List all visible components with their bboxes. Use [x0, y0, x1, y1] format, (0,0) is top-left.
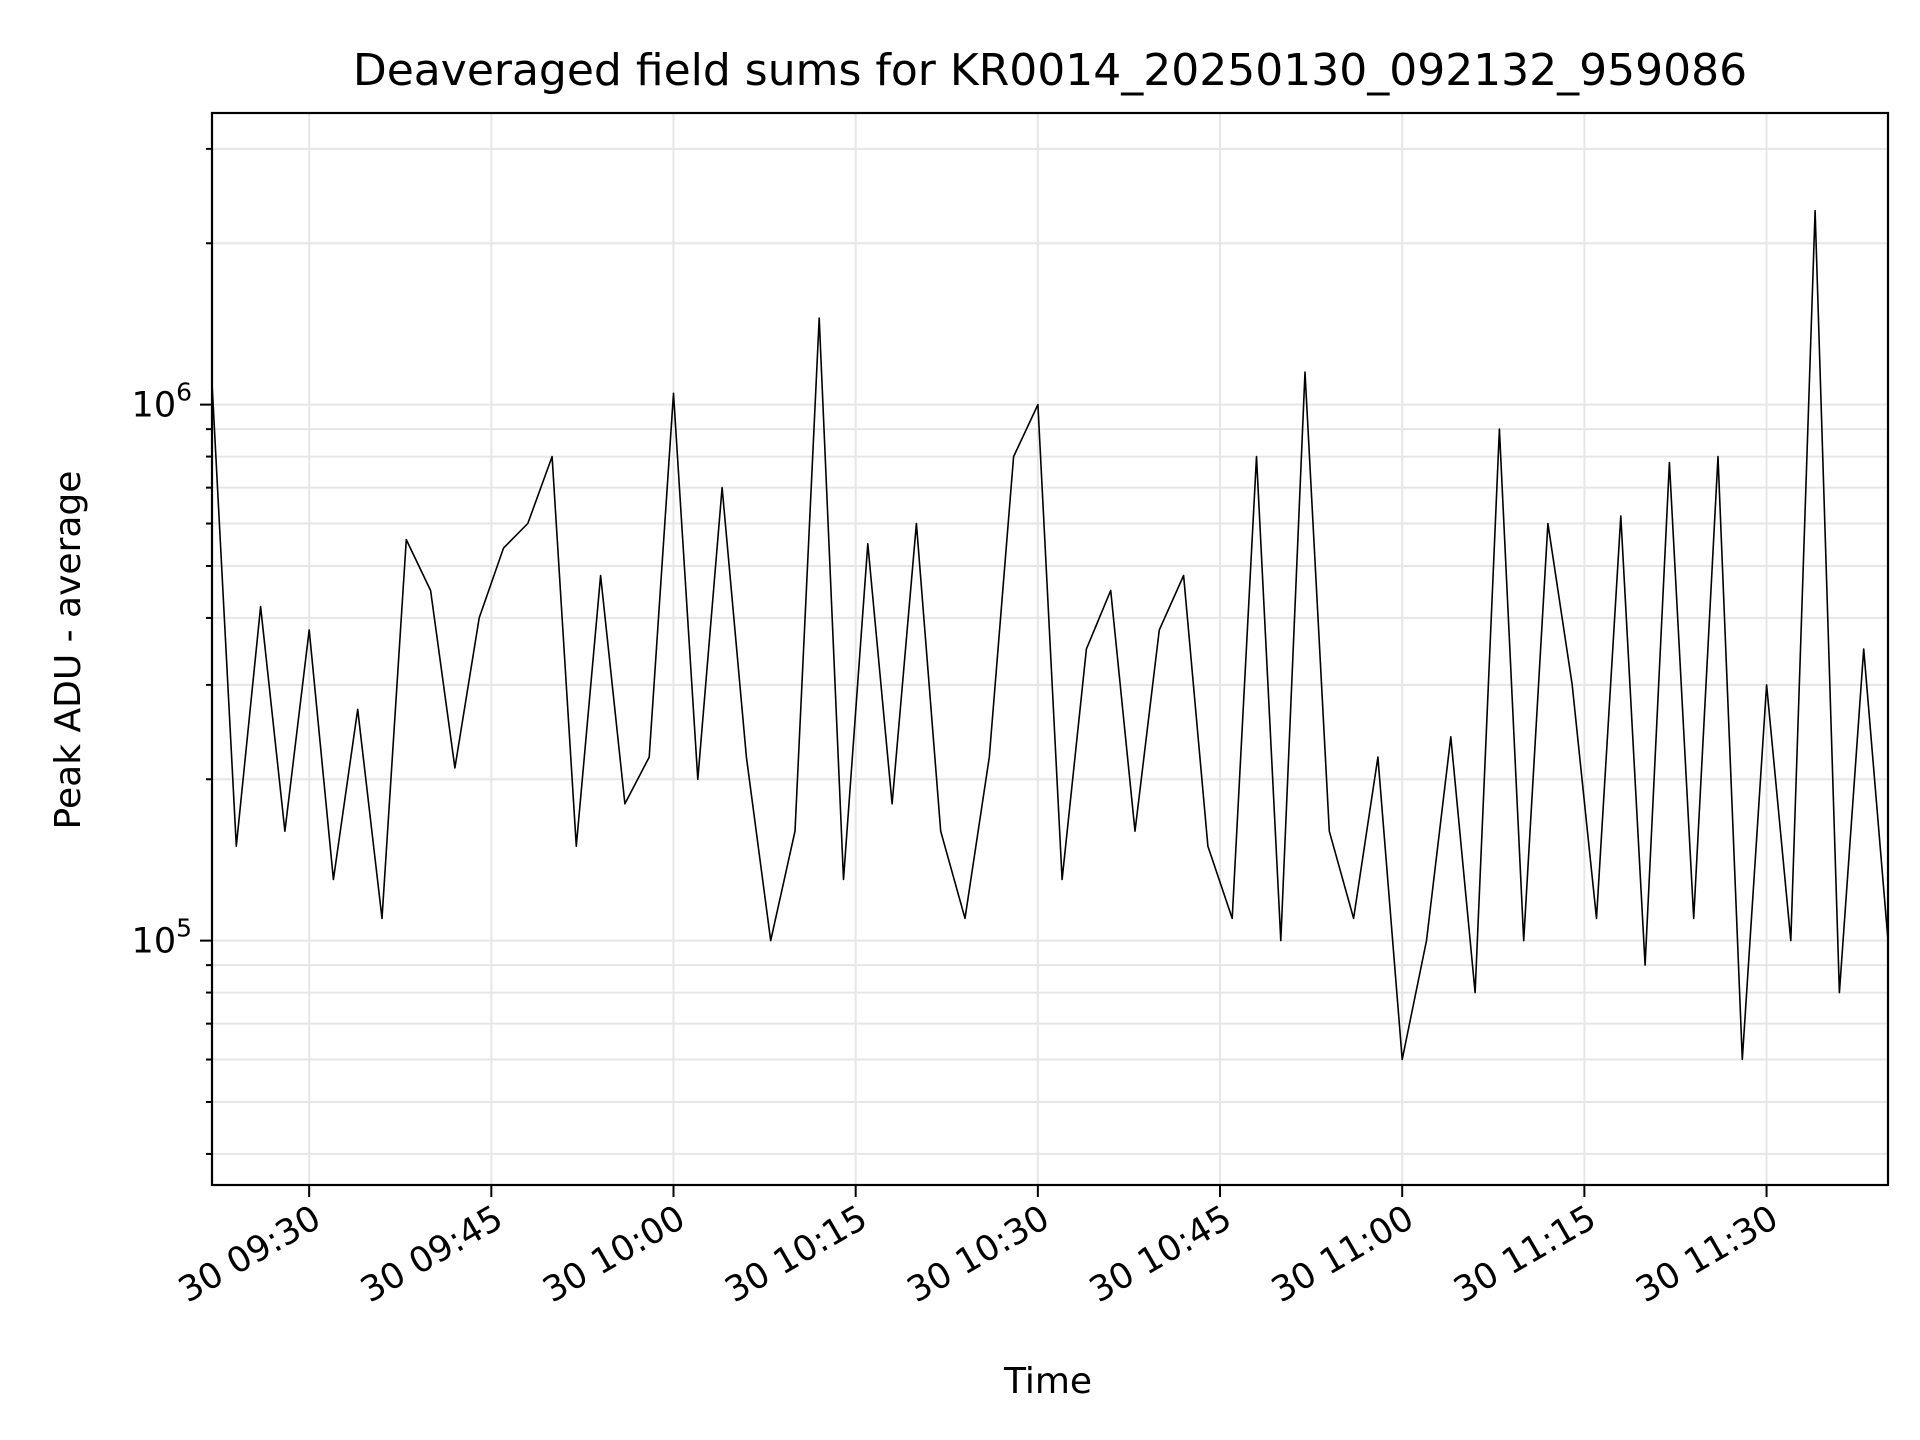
x-tick-label: 30 10:00 [536, 1198, 692, 1311]
x-tick-label: 30 10:30 [901, 1198, 1057, 1311]
y-tick-label: 105 [132, 914, 192, 962]
plot-frame [210, 111, 1890, 1187]
x-tick-label: 30 09:30 [172, 1198, 328, 1311]
x-axis: 30 09:30 30 09:45 30 10:00 30 10:15 30 10:30… [172, 1185, 1785, 1311]
x-tick-label: 30 11:30 [1629, 1198, 1785, 1311]
chart-title: Deaveraged field sums for KR0014_2025013… [353, 45, 1747, 96]
x-tick-label: 30 10:45 [1083, 1198, 1239, 1311]
x-tick-label: 30 10:15 [719, 1198, 875, 1311]
series-line [211, 209, 1889, 1061]
x-tick-label: 30 09:45 [354, 1198, 510, 1311]
y-axis: 105 106 [132, 147, 212, 1155]
x-tick-label: 30 11:00 [1265, 1198, 1421, 1311]
y-axis-label: Peak ADU - average [48, 471, 89, 830]
x-tick-label: 30 11:15 [1447, 1198, 1603, 1311]
grid [212, 113, 1888, 1185]
y-tick-label: 106 [132, 378, 192, 426]
x-axis-label: Time [1003, 1361, 1092, 1402]
